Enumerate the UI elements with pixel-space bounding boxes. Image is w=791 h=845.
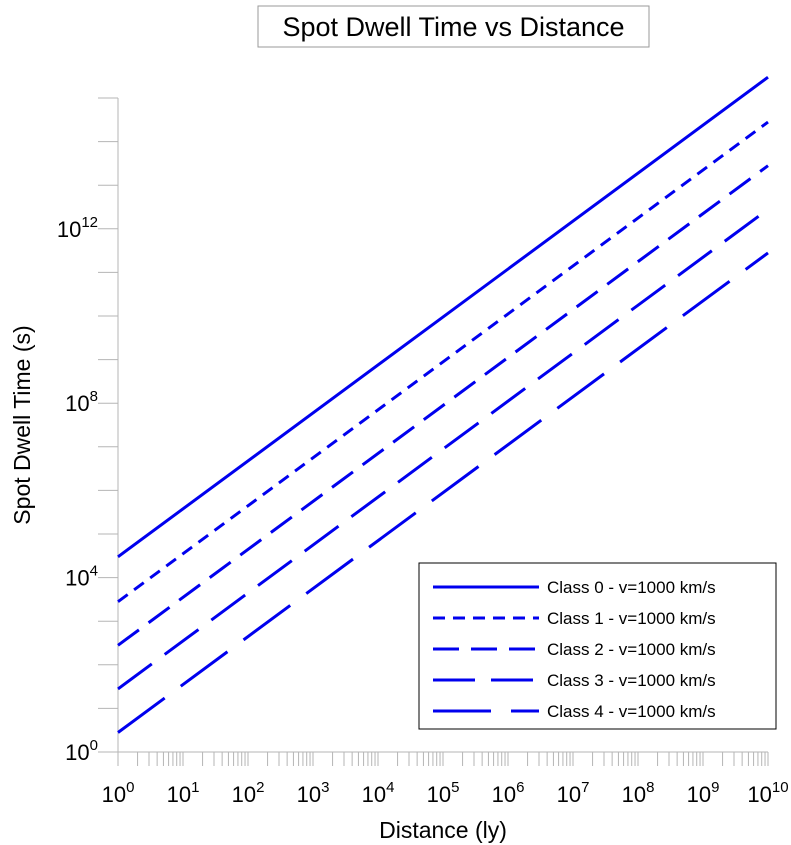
x-axis-label: Distance (ly)	[379, 817, 507, 843]
legend-label: Class 2 - v=1000 km/s	[547, 640, 716, 659]
y-tick-label: 104	[65, 563, 98, 591]
legend: Class 0 - v=1000 km/s Class 1 - v=1000 km…	[418, 562, 777, 730]
x-ticks: 100 101 102 103 104 105 106 107 108 109 1010	[102, 752, 789, 807]
y-tick-label: 108	[65, 388, 98, 416]
x-tick-label: 101	[167, 779, 200, 807]
chart-title: Spot Dwell Time vs Distance	[282, 12, 624, 42]
chart-title-box	[257, 5, 650, 48]
series-line-class-3	[117, 208, 769, 691]
y-axis-label: Spot Dwell Time (s)	[9, 325, 35, 524]
x-tick-label: 105	[427, 779, 460, 807]
legend-label: Class 0 - v=1000 km/s	[547, 578, 716, 597]
series-lines	[117, 75, 769, 734]
x-tick-label: 108	[622, 779, 655, 807]
legend-label: Class 1 - v=1000 km/s	[547, 609, 716, 628]
x-tick-label: 102	[232, 779, 265, 807]
x-tick-label: 106	[492, 779, 525, 807]
legend-label: Class 4 - v=1000 km/s	[547, 702, 716, 721]
y-ticks: 100 104 108 1012	[57, 97, 118, 765]
y-tick-label: 1012	[57, 214, 98, 242]
chart-title-group: Spot Dwell Time vs Distance	[257, 5, 650, 48]
y-tick-label: 100	[65, 737, 98, 765]
legend-box	[418, 562, 777, 730]
series-line-class-0	[117, 75, 769, 559]
x-tick-label: 100	[102, 779, 135, 807]
x-tick-label: 103	[297, 779, 330, 807]
legend-entries: Class 0 - v=1000 km/s Class 1 - v=1000 km…	[433, 578, 716, 721]
x-tick-label: 1010	[747, 779, 788, 807]
series-line-class-4	[117, 251, 769, 734]
x-tick-label: 109	[687, 779, 720, 807]
x-tick-label: 104	[362, 779, 395, 807]
series-line-class-2	[117, 164, 769, 647]
series-line-class-1	[117, 120, 769, 603]
x-tick-label: 107	[557, 779, 590, 807]
legend-label: Class 3 - v=1000 km/s	[547, 671, 716, 690]
